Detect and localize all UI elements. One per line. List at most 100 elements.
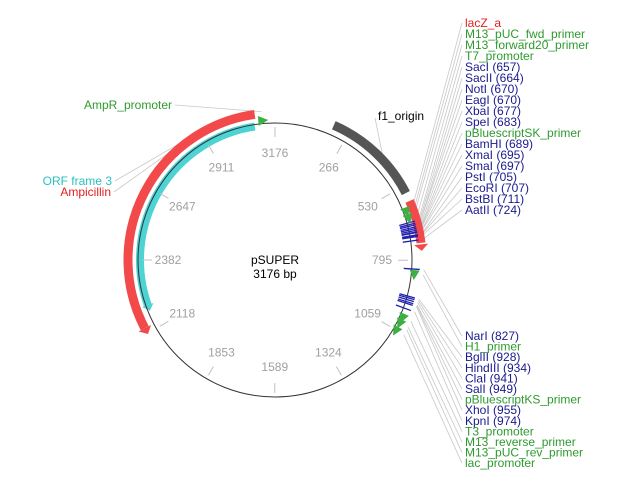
restriction-site-tick [400, 226, 417, 232]
right-bottom-label-1: H1_primer [465, 340, 521, 354]
right-bottom-label-7: XhoI (955) [465, 403, 521, 417]
scale-tick-label: 266 [319, 160, 339, 174]
left-label-2: Ampicillin [60, 185, 111, 199]
leader-line [419, 110, 463, 226]
restriction-site-tick [401, 234, 418, 239]
leader-line [174, 104, 262, 113]
restriction-site-tick [401, 229, 418, 235]
scale-ticks: 266 530 795 1059 1324 1589 1853 2118 2382 2647 291… [142, 127, 409, 394]
leader-line [420, 132, 463, 229]
right-label-16: BstBI (711) [465, 192, 524, 206]
orf-frame3-arc [136, 122, 256, 307]
right-bottom-label-3: HindIII (934) [465, 361, 531, 375]
scale-tick-label: 2647 [169, 199, 196, 213]
right-bottom-label-9: T3_promoter [465, 424, 534, 438]
leader-line [416, 306, 463, 411]
leader-line [421, 187, 463, 235]
ampr-promoter-marker [257, 115, 269, 126]
leader-line [414, 311, 463, 421]
left-label-1: ORF frame 3 [43, 174, 113, 188]
right-bottom-label-2: BglII (928) [465, 350, 520, 364]
leader-line [418, 298, 463, 358]
right-bottom-label-10: M13_reverse_primer [465, 435, 576, 449]
right-label-5: SacII (664) [465, 71, 524, 85]
right-bottom-label-8: KpnI (974) [465, 414, 521, 428]
right-label-14: PstI (705) [465, 170, 517, 184]
restriction-site-tick [397, 298, 414, 305]
leader-line [414, 33, 463, 208]
right-label-7: EagI (670) [465, 93, 521, 107]
scale-tick-mark [381, 193, 391, 200]
feature-markers [257, 115, 420, 336]
scale-tick-label: 1324 [315, 346, 342, 360]
restriction-site-tick [403, 267, 420, 271]
leader-line [422, 274, 463, 347]
right-label-11: BamHI (689) [465, 137, 533, 151]
leader-line [421, 198, 463, 236]
label-leader-lines [113, 22, 463, 464]
right-bottom-label-0: NarI (827) [465, 329, 519, 343]
m13-fwd-marker [400, 205, 410, 218]
t7-promoter-marker [402, 212, 413, 224]
plasmid-name: pSUPER [251, 253, 299, 267]
restriction-site-tick [397, 299, 413, 307]
right-label-2: M13_forward20_primer [465, 38, 589, 52]
right-bottom-label-6: pBluescriptKS_primer [465, 393, 581, 407]
feature-labels: lacZ_aM13_pUC_fwd_primerM13_forward20_pr… [43, 16, 589, 470]
leader-line [420, 121, 463, 228]
right-label-0: lacZ_a [465, 16, 501, 30]
feature-arcs [123, 109, 429, 335]
restriction-site-tick [399, 224, 416, 230]
leader-line [420, 154, 463, 232]
leader-line [416, 55, 463, 216]
leader-line [419, 88, 463, 224]
restriction-site-ticks [395, 220, 420, 312]
f1-origin-label: f1_origin [378, 109, 424, 123]
right-label-8: XbaI (677) [465, 104, 521, 118]
scale-tick-label: 3176 [262, 146, 289, 160]
orf-frame3-arrowhead [142, 303, 154, 311]
right-label-17: AatII (724) [465, 203, 521, 217]
right-label-10: pBluescriptSK_primer [465, 126, 581, 140]
ampicillin-arrowhead [138, 324, 151, 335]
leader-line [406, 329, 463, 453]
scale-tick-mark [335, 366, 342, 376]
restriction-site-tick [399, 220, 415, 227]
right-label-9: SpeI (683) [465, 115, 521, 129]
scale-tick-label: 1853 [208, 346, 235, 360]
scale-tick-mark [207, 366, 214, 376]
scale-tick-label: 1059 [354, 307, 381, 321]
leader-line [419, 99, 463, 224]
leader-line [421, 176, 463, 235]
right-label-4: SacI (657) [465, 60, 520, 74]
scale-tick-mark [207, 144, 214, 154]
leader-line [412, 22, 463, 205]
right-bottom-label-11: M13_pUC_rev_primer [465, 446, 583, 460]
right-bottom-label-5: SalI (949) [465, 382, 517, 396]
left-label-0: AmpR_promoter [84, 98, 172, 112]
scale-tick-mark [336, 144, 343, 154]
scale-tick-mark [159, 192, 169, 199]
m13-rev-marker [397, 317, 407, 329]
right-bottom-label-12: lac_promoter [465, 456, 535, 470]
restriction-site-tick [395, 304, 412, 312]
restriction-site-tick [399, 222, 416, 228]
plasmid-backbone-circle [137, 122, 413, 398]
restriction-site-tick [399, 293, 416, 299]
f1-origin-arc [331, 121, 410, 196]
leader-line [423, 269, 463, 337]
lac-promoter-marker [393, 324, 403, 336]
right-label-15: EcoRI (707) [465, 181, 529, 195]
leader-line [415, 44, 463, 211]
leader-line [417, 302, 463, 379]
restriction-site-tick [400, 227, 417, 233]
scale-tick-mark [159, 320, 169, 327]
right-label-1: M13_pUC_fwd_primer [465, 27, 585, 41]
lacz-arc [405, 199, 426, 244]
leader-line [420, 143, 463, 230]
right-bottom-label-4: ClaI (941) [465, 371, 518, 385]
leader-line [416, 305, 463, 400]
restriction-site-tick [402, 239, 419, 243]
leader-line [417, 300, 463, 369]
